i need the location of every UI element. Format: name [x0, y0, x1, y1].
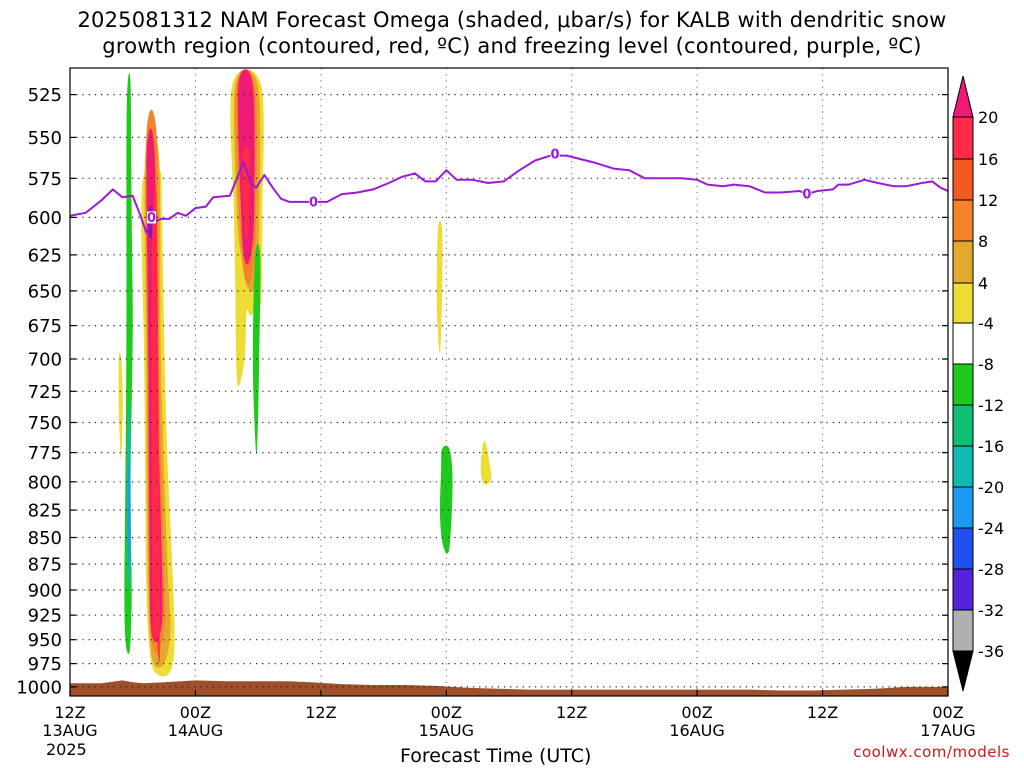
y-tick-label: 650 — [28, 281, 62, 302]
y-tick-label: 750 — [28, 413, 62, 434]
colorbar-segment — [952, 240, 974, 284]
x-tick-label-time: 12Z — [556, 703, 587, 722]
colorbar-segment — [952, 322, 974, 365]
colorbar-label: -24 — [978, 519, 1004, 538]
colorbar-label: -20 — [978, 478, 1004, 497]
x-tick-label-time: 12Z — [305, 703, 336, 722]
x-tick-label-date: 16AUG — [669, 721, 724, 740]
freezing-level-labels: 0 0 0 0 — [147, 148, 811, 226]
colorbar-label: 16 — [978, 150, 998, 169]
y-tick-label: 625 — [28, 245, 62, 266]
omega-region — [118, 352, 123, 460]
y-tick-label: 850 — [28, 528, 62, 549]
y-tick-label: 725 — [28, 382, 62, 403]
colorbar-label: -4 — [978, 314, 994, 333]
colorbar-label: 20 — [978, 108, 998, 127]
freezing-level-label: 0 — [550, 148, 559, 163]
colorbar-bottom-triangle — [952, 650, 974, 692]
x-tick-label-date: 13AUG — [42, 721, 97, 740]
freezing-level-label-bg — [802, 188, 812, 201]
omega-region — [151, 180, 160, 664]
colorbar-segment — [952, 445, 974, 488]
site-credit: coolwx.com/models — [853, 743, 1010, 761]
x-tick-label-time: 00Z — [431, 703, 462, 722]
colorbar-label: -36 — [978, 642, 1004, 661]
terrain-fill — [70, 680, 948, 696]
plot-frame — [69, 67, 949, 697]
colorbar: 20 16 12 8 4 -4 -8 -12 -16 -20 -24 -28 -32 -36 — [952, 75, 1004, 692]
y-tick-label: 1000 — [16, 677, 62, 698]
y-tick-label: 800 — [28, 472, 62, 493]
y-tick-label: 975 — [28, 654, 62, 675]
y-tick-label: 525 — [28, 85, 62, 106]
colorbar-segment — [952, 199, 974, 242]
freezing-level-label: 0 — [147, 211, 156, 226]
x-tick-label-time: 00Z — [180, 703, 211, 722]
y-tick-label: 875 — [28, 555, 62, 576]
y-axis: 525 550 575 600 625 650 675 700 725 750 775 800 825 8… — [16, 85, 948, 698]
omega-region — [480, 441, 492, 485]
y-tick-label: 950 — [28, 630, 62, 651]
y-tick-label: 925 — [28, 606, 62, 627]
x-tick-label-date: 14AUG — [168, 721, 223, 740]
colorbar-label: -28 — [978, 560, 1004, 579]
freezing-level-label-bg — [147, 211, 156, 224]
x-tick-label-date: 17AUG — [920, 721, 975, 740]
y-tick-label: 900 — [28, 581, 62, 602]
freezing-level-label: 0 — [309, 195, 318, 210]
colorbar-label: 12 — [978, 191, 998, 210]
omega-shading — [118, 69, 492, 677]
x-tick-label-time: 12Z — [54, 703, 85, 722]
y-tick-label: 600 — [28, 208, 62, 229]
colorbar-segment — [952, 568, 974, 611]
y-tick-label: 675 — [28, 316, 62, 337]
omega-region — [127, 463, 130, 570]
colorbar-segment — [952, 158, 974, 201]
freezing-level-label-bg — [309, 195, 318, 208]
year-label: 2025 — [46, 740, 87, 759]
chart-title-line-2: growth region (contoured, red, ºC) and f… — [102, 34, 922, 58]
chart-title-line-1: 2025081312 NAM Forecast Omega (shaded, μ… — [77, 8, 947, 32]
omega-region — [439, 445, 453, 554]
colorbar-segment — [952, 404, 974, 447]
omega-region — [242, 146, 251, 241]
freezing-level-label-bg — [550, 148, 560, 160]
y-tick-label: 700 — [28, 350, 62, 371]
colorbar-label: -8 — [978, 355, 994, 374]
terrain — [70, 680, 948, 696]
colorbar-label: -12 — [978, 396, 1004, 415]
y-tick-label: 575 — [28, 169, 62, 190]
colorbar-segment — [952, 527, 974, 570]
x-tick-label-time: 00Z — [681, 703, 712, 722]
x-tick-label-time: 00Z — [932, 703, 963, 722]
x-axis-title: Forecast Time (UTC) — [400, 745, 592, 767]
freezing-level-label: 0 — [802, 188, 811, 203]
x-tick-label-time: 12Z — [807, 703, 838, 722]
colorbar-segment — [952, 363, 974, 406]
colorbar-segment — [952, 116, 974, 160]
y-tick-label: 550 — [28, 128, 62, 149]
omega-region — [252, 243, 261, 455]
plot-background — [70, 68, 948, 696]
colorbar-label: -32 — [978, 601, 1004, 620]
grid — [69, 68, 949, 696]
colorbar-label: 4 — [978, 274, 988, 293]
colorbar-segment — [952, 486, 974, 529]
colorbar-segment — [952, 282, 974, 324]
colorbar-label: 8 — [978, 232, 988, 251]
colorbar-top-triangle — [952, 75, 974, 118]
x-tick-label-date: 15AUG — [419, 721, 474, 740]
y-tick-label: 825 — [28, 501, 62, 522]
y-tick-label: 775 — [28, 443, 62, 464]
colorbar-segment — [952, 609, 974, 652]
omega-region — [436, 220, 443, 353]
colorbar-label: -16 — [978, 437, 1004, 456]
